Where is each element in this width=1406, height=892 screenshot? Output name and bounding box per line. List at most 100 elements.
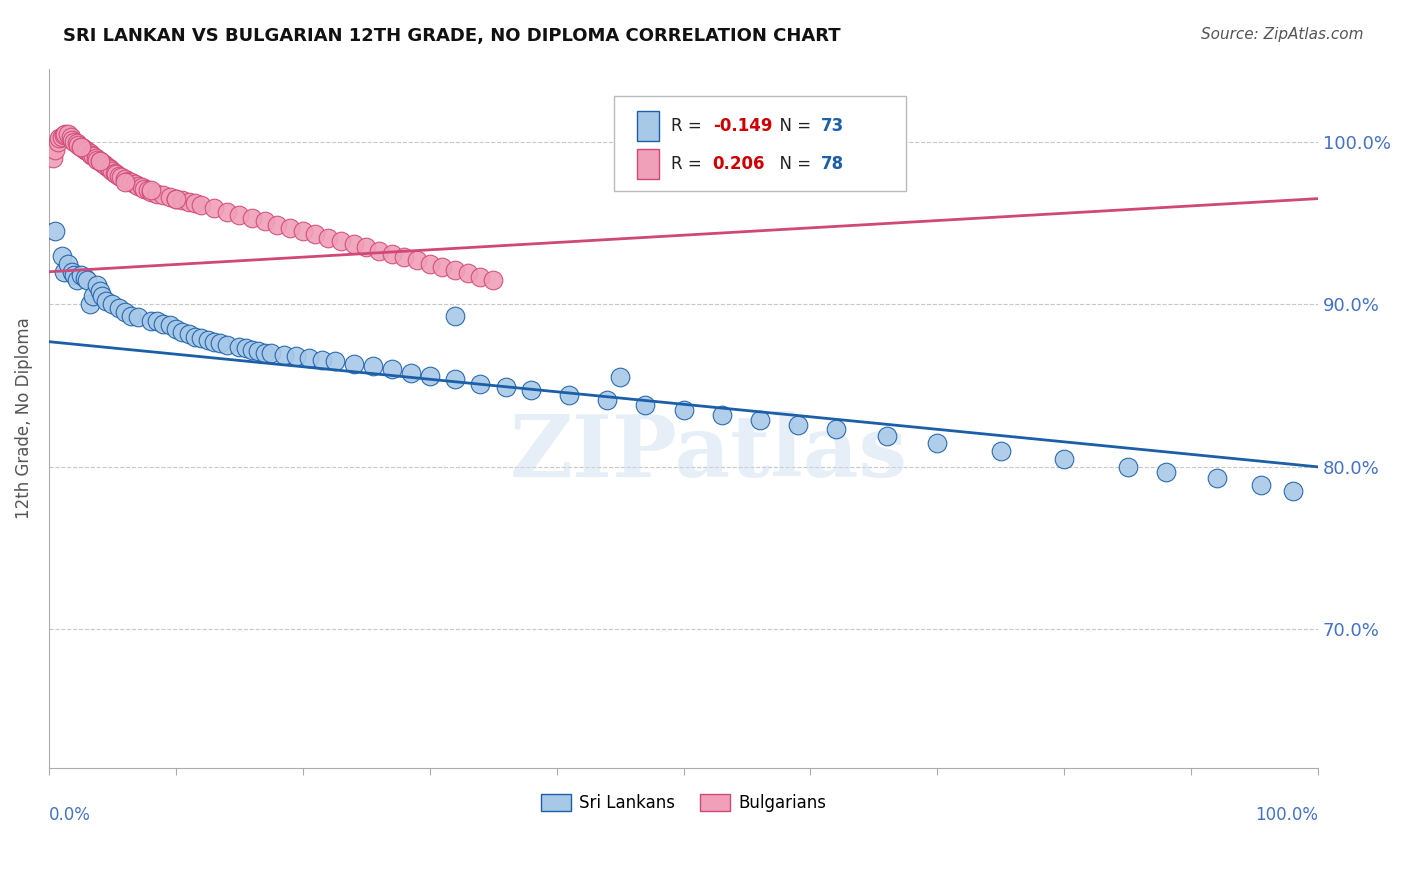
Point [419,257,441,271]
Point [59,129,82,144]
Point [55,127,77,141]
Point [253,346,276,360]
Point [93,157,115,171]
Point [53,265,76,279]
Point [165,321,187,335]
Point [104,165,127,179]
Text: N =: N = [769,155,815,173]
Text: 73: 73 [821,117,844,135]
Point [184,196,207,211]
Point [66,273,89,287]
Point [177,194,200,209]
Point [235,341,257,355]
Point [89,154,111,169]
Text: 0.0%: 0.0% [49,806,91,824]
Point [63,135,86,149]
Point [228,340,250,354]
Point [114,175,136,189]
Point [202,334,225,349]
Point [927,435,949,450]
Point [117,174,139,188]
Point [121,175,143,189]
Point [1250,477,1272,491]
Point [482,273,505,287]
Point [1053,451,1076,466]
Point [51,129,73,144]
Point [86,277,108,292]
Point [399,366,422,380]
Point [990,443,1012,458]
Point [79,297,101,311]
Point [209,336,232,351]
Point [136,184,159,198]
Point [86,153,108,167]
Point [368,244,391,258]
Point [76,145,98,159]
Point [44,143,66,157]
Point [356,240,378,254]
Point [114,305,136,319]
Point [152,317,174,331]
Point [44,224,66,238]
Point [105,167,128,181]
Point [1116,459,1139,474]
Point [107,169,129,183]
Point [298,351,321,365]
Point [84,151,107,165]
Point [60,265,83,279]
Point [127,178,149,193]
Point [159,190,181,204]
Point [304,227,326,242]
Point [114,172,136,186]
Point [139,313,162,327]
Point [139,184,162,198]
Point [67,137,90,152]
Point [316,230,339,244]
Point [329,234,352,248]
Point [121,309,143,323]
Point [127,310,149,325]
Point [710,408,733,422]
Point [1281,484,1303,499]
Point [91,289,114,303]
Point [73,143,96,157]
Point [91,156,114,170]
Point [634,398,657,412]
Point [596,393,619,408]
Point [165,192,187,206]
Point [342,237,364,252]
Point [82,149,104,163]
Point [152,188,174,202]
Point [89,285,111,299]
Point [558,388,581,402]
Point [190,198,212,212]
Point [94,293,117,308]
Point [97,161,120,175]
Point [139,185,162,199]
Point [311,352,333,367]
Y-axis label: 12th Grade, No Diploma: 12th Grade, No Diploma [15,318,32,519]
Point [285,349,308,363]
Point [124,177,146,191]
Point [72,141,94,155]
Point [172,193,194,207]
Point [51,248,73,262]
Text: Source: ZipAtlas.com: Source: ZipAtlas.com [1201,27,1364,42]
Point [79,146,101,161]
FancyBboxPatch shape [614,96,905,191]
Text: 78: 78 [821,155,844,173]
Point [278,220,301,235]
Text: ZIPatlas: ZIPatlas [510,411,908,495]
Point [495,380,517,394]
Point [419,368,441,383]
Point [444,372,467,386]
Legend: Sri Lankans, Bulgarians: Sri Lankans, Bulgarians [534,788,834,819]
Point [876,429,898,443]
Point [184,330,207,344]
Point [457,266,479,280]
Point [110,170,132,185]
Point [89,154,111,169]
Point [247,344,270,359]
Point [56,257,79,271]
Point [190,331,212,345]
